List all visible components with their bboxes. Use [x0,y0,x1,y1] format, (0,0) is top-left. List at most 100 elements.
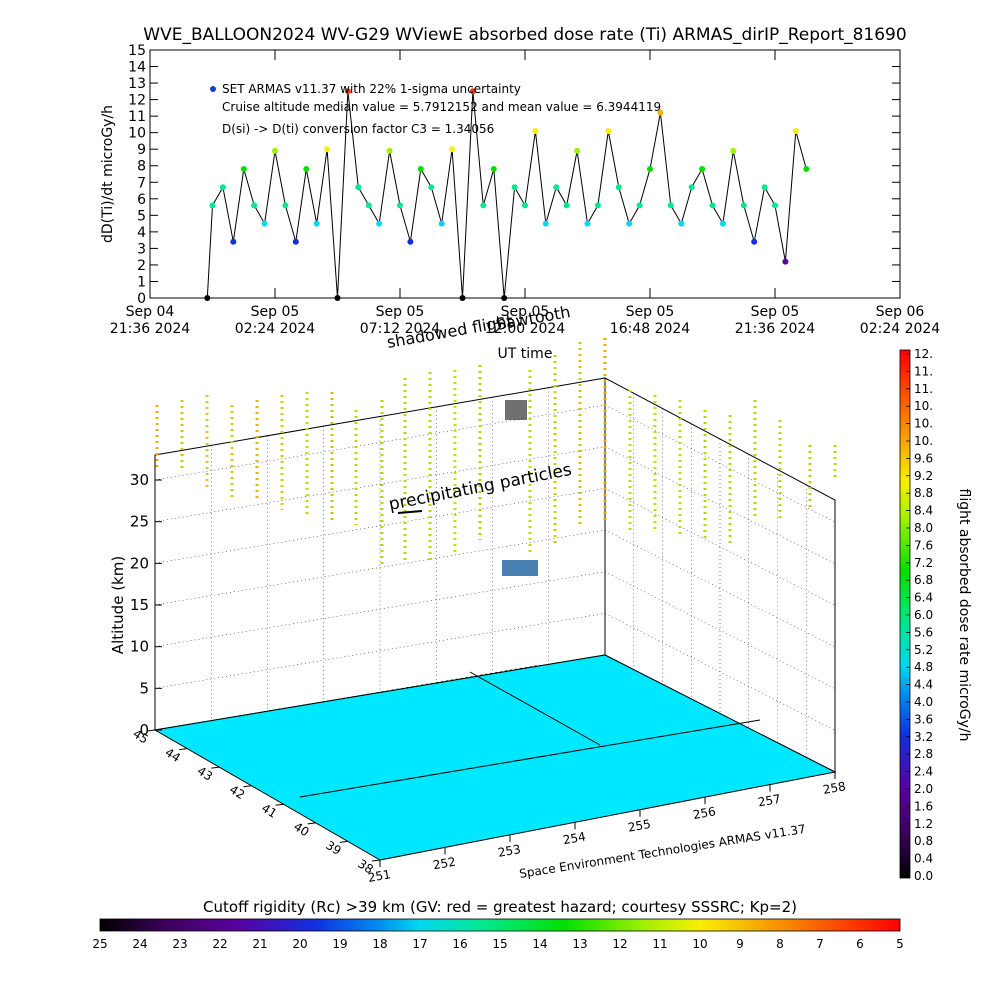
dose-rate-point [740,202,747,209]
dose-colorbar-tick: 10. [914,434,933,448]
dose-rate-point [428,184,435,191]
rigidity-colorbar-ticks: 25 24 23 22 21 20 19 18 17 16 15 14 13 12 11 10 9 8 7 6 5 [92,937,903,951]
longitude-tick-label: 255 [627,817,652,835]
top-y-tick-label: 12 [128,93,146,109]
dose-colorbar-tick: 9.2 [914,469,933,483]
altitude-tick-label: 0 [139,721,149,739]
dose-colorbar-tick: 6.8 [914,573,933,587]
dose-colorbar-tick: 6.0 [914,608,933,622]
legend-marker [210,86,216,92]
rigidity-colorbar-tick: 23 [172,937,187,951]
rigidity-colorbar-tick: 21 [252,937,267,951]
dose-rate-point [313,220,320,227]
dose-colorbar-tick: 2.4 [914,765,933,779]
top-x-tick-time: 02:24 2024 [235,321,316,337]
dose-rate-point [282,202,289,209]
rigidity-colorbar-tick: 12 [612,937,627,951]
dose-rate-point [303,166,310,172]
rigidity-colorbar-tick: 13 [572,937,587,951]
rigidity-colorbar-tick: 16 [452,937,467,951]
top-y-tick-label: 3 [137,241,146,257]
rigidity-colorbar-tick: 19 [332,937,347,951]
dose-rate-point [219,184,226,191]
dose-colorbar-tick: 3.2 [914,730,933,744]
top-x-tick-time: 16:48 2024 [610,321,691,337]
altitude-tick-label: 10 [130,638,149,656]
dose-colorbar-tick: 2.8 [914,747,933,761]
dose-rate-point [563,202,570,209]
rigidity-colorbar-tick: 11 [652,937,667,951]
top-y-tick-label: 2 [137,258,146,274]
dose-rate-point [209,202,216,209]
latitude-tick-label: 38 [355,857,375,877]
top-y-tick-label: 6 [137,192,146,208]
latitude-tick-label: 39 [323,838,343,858]
dose-rate-point [761,184,768,191]
rigidity-colorbar-tick: 6 [856,937,864,951]
dose-rate-point [261,220,268,227]
dose-colorbar-tick: 10. [914,417,933,431]
dose-colorbar-tick: 5.6 [914,625,933,639]
top-y-axis-label: dD(Ti)/dt microGy/h [100,105,116,243]
dose-colorbar-tick: 1.2 [914,817,933,831]
dose-colorbar-tick: 7.6 [914,538,933,552]
dose-colorbar-tick: 1.6 [914,799,933,813]
top-x-tick-time: 12:00 2024 [485,321,566,337]
rigidity-colorbar-tick: 24 [132,937,147,951]
dose-rate-point [553,184,560,191]
dose-colorbar-tick: 0.8 [914,834,933,848]
top-x-tick-date: Sep 05 [501,304,550,320]
dose-colorbar-tick: 11. [914,364,933,378]
dose-colorbar-tick: 6.4 [914,591,933,605]
top-y-tick-label: 15 [128,43,146,59]
precipitation-pointer [397,510,423,514]
top-y-tick-label: 4 [137,225,146,241]
dose-rate-point [449,146,456,153]
dose-rate-point [730,147,737,154]
dose-rate-point [376,220,383,227]
top-chart-title: WVE_BALLOON2024 WV-G29 WViewE absorbed d… [143,25,906,45]
annotation-uncertainty: SET ARMAS v11.37 with 22% 1-sigma uncert… [222,82,521,96]
dose-rate-point [459,295,466,301]
sawtooth-cluster [505,400,527,420]
dose-rate-point [803,166,810,172]
top-y-tick-label: 8 [137,159,146,175]
dose-rate-point [397,202,403,209]
dose-rate-point [636,202,643,209]
dose-colorbar-tick: 10. [914,399,933,413]
latitude-tick-label: 44 [163,745,183,765]
dose-colorbar-tick: 5.2 [914,643,933,657]
dose-rate-point [407,238,414,245]
dose-rate-point [751,238,758,245]
top-y-tick-label: 5 [137,208,146,224]
credit-text: Space Environment Technologies ARMAS v11… [518,822,806,881]
dose-colorbar-tick: 3.6 [914,712,933,726]
latitude-axis: 45 44 43 42 41 40 39 38 [130,727,381,877]
dose-colorbar-tick: 4.8 [914,660,933,674]
altitude-tick-label: 30 [130,471,149,489]
dose-rate-series [204,88,810,301]
longitude-tick-label: 253 [497,842,522,860]
dose-colorbar-tick: 8.0 [914,521,933,535]
dose-rate-point [324,146,331,153]
rigidity-colorbar-tick: 8 [776,937,784,951]
dose-rate-point [615,184,622,191]
top-x-tick-date: Sep 05 [751,304,800,320]
top-x-tick-time: 21:36 2024 [735,321,816,337]
rigidity-colorbar-tick: 15 [492,937,507,951]
rigidity-colorbar-tick: 10 [692,937,707,951]
latitude-tick-label: 40 [291,819,311,839]
dose-colorbar-tick: 12. [914,347,933,361]
altitude-tick-label: 5 [139,679,149,697]
dose-rate-point [532,128,539,134]
rigidity-colorbar [99,918,901,932]
longitude-axis: 251 252 253 254 255 256 257 258 [367,772,847,885]
longitude-tick-label: 251 [367,867,392,885]
dose-rate-point [594,202,601,209]
dose-colorbar-tick: 11. [914,382,933,396]
dose-colorbar-tick: 2.0 [914,782,933,796]
altitude-tick-label: 15 [130,596,149,614]
rigidity-colorbar-tick: 20 [292,937,307,951]
